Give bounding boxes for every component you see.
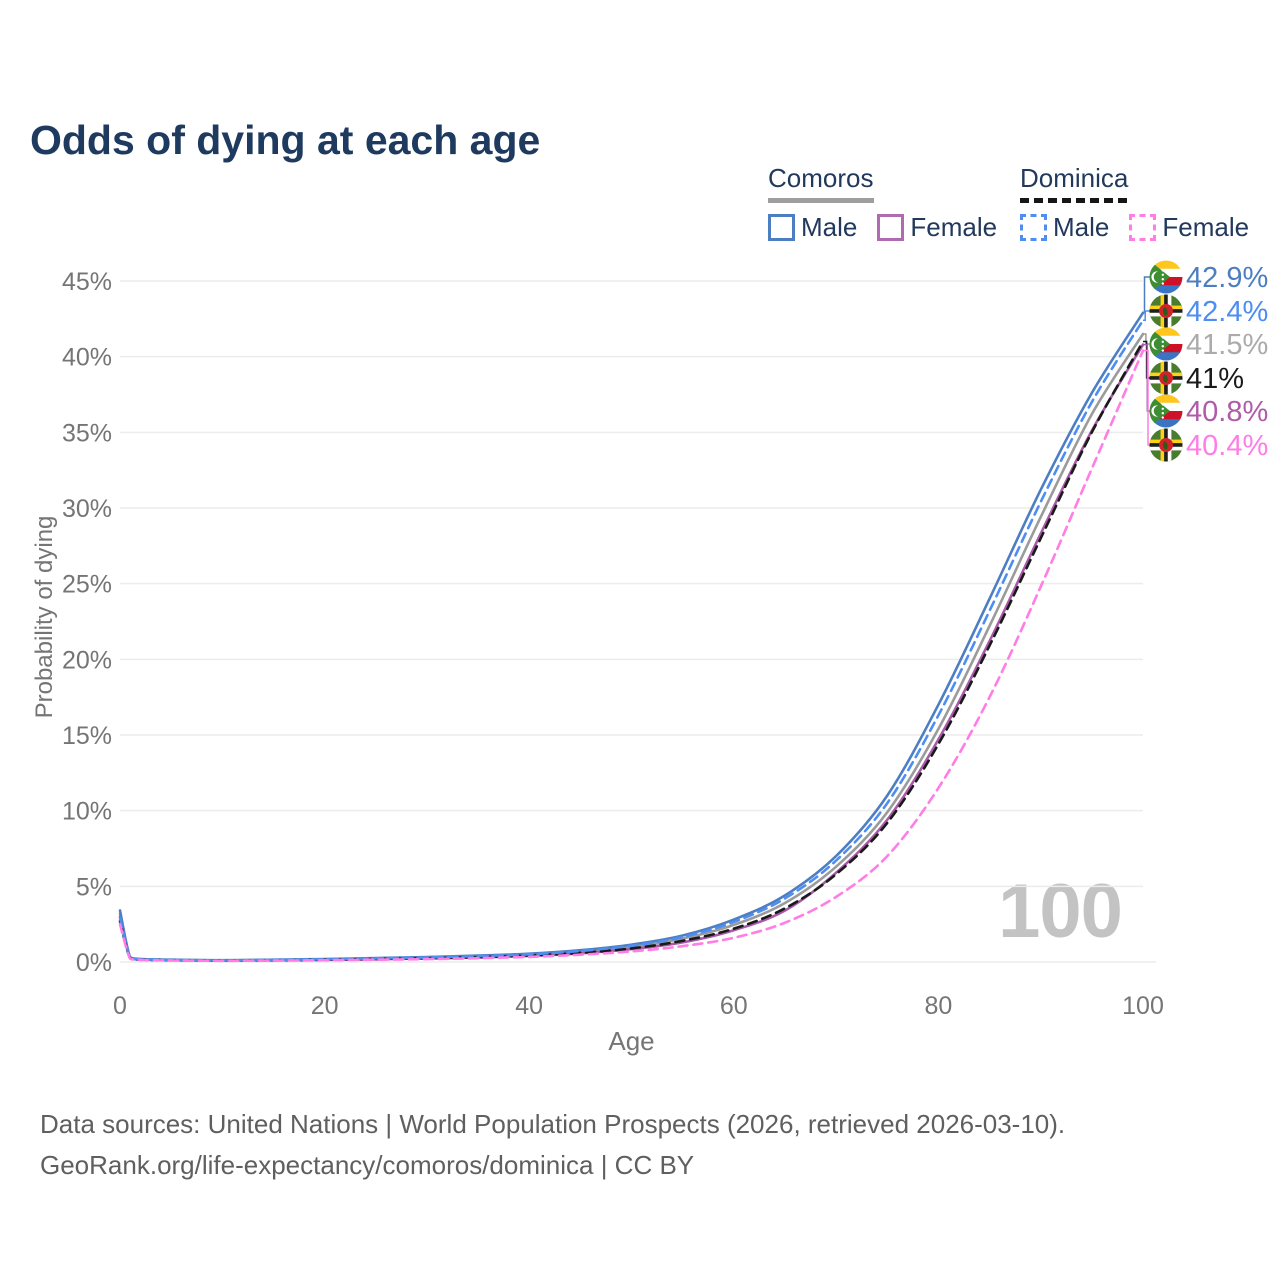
legend-label-comoros-female: Female bbox=[910, 212, 998, 242]
dominica-flag-icon bbox=[1149, 361, 1183, 395]
legend-label-comoros-male: Male bbox=[801, 212, 858, 242]
y-tick-label: 40% bbox=[62, 344, 112, 372]
legend-group-comoros: Comoros Male Female bbox=[768, 163, 1017, 243]
comoros-flag-icon bbox=[1149, 327, 1183, 361]
end-value-label-dominica-both[interactable]: 41% bbox=[1186, 363, 1244, 395]
series-line-dominica-female[interactable] bbox=[118, 349, 1145, 963]
hover-age-watermark: 100 bbox=[998, 869, 1123, 954]
data-sources-line: Data sources: United Nations | World Pop… bbox=[40, 1109, 1066, 1139]
end-value-label-comoros-both[interactable]: 41.5% bbox=[1186, 329, 1268, 361]
series-line-dominica-both[interactable] bbox=[118, 340, 1145, 962]
x-tick-label: 80 bbox=[924, 992, 952, 1020]
dominica-male-swatch-icon bbox=[1020, 214, 1047, 241]
y-tick-label: 5% bbox=[76, 873, 112, 901]
series-line-comoros-male[interactable] bbox=[118, 311, 1145, 962]
series-line-comoros-female[interactable] bbox=[118, 343, 1145, 962]
dominica-flag-icon bbox=[1149, 428, 1183, 462]
y-tick-label: 20% bbox=[62, 646, 112, 674]
y-tick-label: 15% bbox=[62, 722, 112, 750]
comoros-female-swatch-icon bbox=[877, 214, 905, 241]
leader-line-dominica-male bbox=[1143, 310, 1150, 322]
x-axis-title: Age bbox=[608, 1026, 655, 1056]
legend-item-comoros-female[interactable]: Female bbox=[877, 212, 997, 243]
x-tick-label: 100 bbox=[1122, 992, 1164, 1020]
leader-line-dominica-both bbox=[1143, 340, 1150, 379]
y-tick-label: 35% bbox=[62, 419, 112, 447]
x-tick-label: 20 bbox=[311, 992, 339, 1020]
y-tick-label: 30% bbox=[62, 495, 112, 523]
y-tick-label: 0% bbox=[76, 949, 112, 977]
legend-underline-dominica bbox=[1020, 198, 1132, 203]
leader-line-dominica-female bbox=[1143, 349, 1150, 446]
legend-underline-comoros bbox=[768, 198, 874, 203]
dominica-female-swatch-icon bbox=[1129, 214, 1157, 241]
y-tick-label: 10% bbox=[62, 798, 112, 826]
legend-item-comoros-male[interactable]: Male bbox=[768, 212, 857, 243]
y-tick-label: 45% bbox=[62, 268, 112, 296]
legend-item-dominica-female[interactable]: Female bbox=[1129, 212, 1249, 243]
y-tick-label: 25% bbox=[62, 571, 112, 599]
legend-header-comoros: Comoros bbox=[768, 163, 874, 193]
legend-label-dominica-female: Female bbox=[1162, 212, 1250, 242]
comoros-flag-icon bbox=[1149, 260, 1183, 294]
end-value-label-dominica-female[interactable]: 40.4% bbox=[1186, 430, 1268, 462]
end-value-label-dominica-male[interactable]: 42.4% bbox=[1186, 296, 1268, 328]
chart-title: Odds of dying at each age bbox=[30, 117, 541, 164]
x-tick-label: 0 bbox=[113, 992, 127, 1020]
end-value-label-comoros-female[interactable]: 40.8% bbox=[1186, 396, 1268, 428]
attribution-line: GeoRank.org/life-expectancy/comoros/domi… bbox=[40, 1150, 695, 1180]
legend-header-dominica: Dominica bbox=[1020, 163, 1129, 193]
x-tick-label: 60 bbox=[720, 992, 748, 1020]
comoros-male-swatch-icon bbox=[768, 214, 795, 241]
dominica-flag-icon bbox=[1149, 294, 1183, 328]
footer: Data sources: United Nations | World Pop… bbox=[40, 1104, 1065, 1186]
legend-group-dominica: Dominica Male Female bbox=[1020, 163, 1269, 243]
leader-line-comoros-male bbox=[1143, 276, 1150, 314]
x-tick-label: 40 bbox=[515, 992, 543, 1020]
comoros-flag-icon bbox=[1149, 394, 1183, 428]
legend-label-dominica-male: Male bbox=[1053, 212, 1110, 242]
series-line-dominica-male[interactable] bbox=[118, 319, 1145, 962]
end-value-label-comoros-male[interactable]: 42.9% bbox=[1186, 262, 1268, 294]
legend-item-dominica-male[interactable]: Male bbox=[1020, 212, 1109, 243]
